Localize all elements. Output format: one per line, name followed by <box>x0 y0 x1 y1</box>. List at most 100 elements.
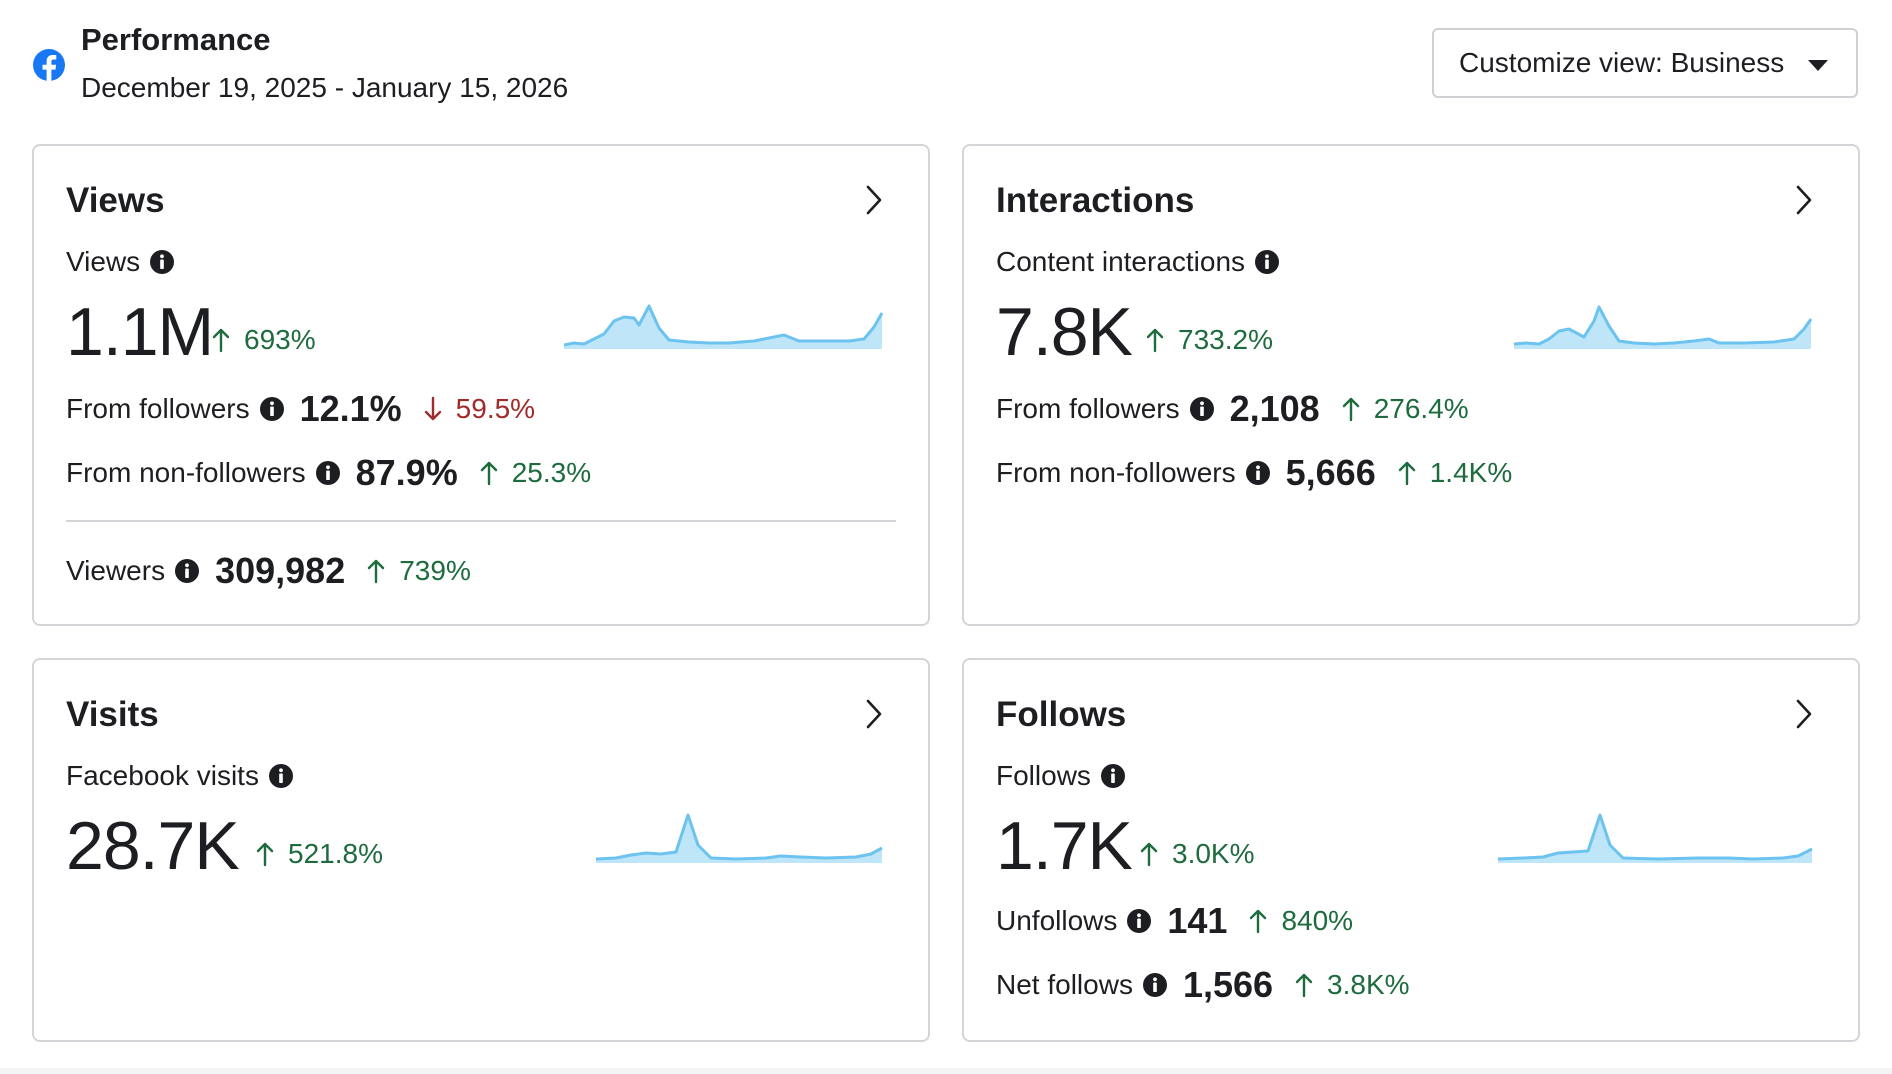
chevron-right-icon[interactable] <box>858 182 888 218</box>
follows-sparkline <box>1498 813 1813 863</box>
arrow-up-icon <box>1295 973 1313 998</box>
views-card: Views Views 1.1M 693% From followers 12.… <box>32 144 930 626</box>
change-text: 3.0K% <box>1172 838 1255 869</box>
row-label-text: Viewers <box>66 555 166 586</box>
row-value: 87.9% <box>355 452 458 493</box>
info-icon[interactable] <box>259 397 284 421</box>
info-icon[interactable] <box>1100 764 1125 788</box>
row-label: Unfollows <box>996 905 1152 937</box>
net-follows-row: Net follows 1,566 3.8K% <box>996 964 1410 1006</box>
arrow-up-icon <box>1250 909 1267 934</box>
row-label: Viewers <box>66 555 200 587</box>
row-change: 739% <box>367 555 471 587</box>
metric-label: Follows <box>996 760 1125 792</box>
arrow-up-icon <box>212 328 230 353</box>
change-text: 1.4K% <box>1429 457 1513 488</box>
info-icon[interactable] <box>1245 461 1270 485</box>
interactions-sparkline <box>1514 305 1813 349</box>
info-icon[interactable] <box>315 461 340 485</box>
chevron-right-icon[interactable] <box>858 696 888 732</box>
from-non-followers-row: From non-followers 87.9% 25.3% <box>66 452 591 494</box>
metric-label-text: Content interactions <box>996 246 1246 277</box>
change-text: 840% <box>1281 905 1354 936</box>
card-title: Views <box>66 181 165 220</box>
row-change: 1.4K% <box>1398 457 1513 489</box>
arrow-down-icon <box>424 396 441 421</box>
arrow-up-icon <box>368 559 385 584</box>
change-text: 276.4% <box>1373 393 1469 424</box>
arrow-up-icon <box>1146 328 1164 353</box>
arrow-up-icon <box>480 461 497 486</box>
row-value: 141 <box>1167 900 1228 941</box>
views-sparkline <box>564 304 884 349</box>
row-value: 2,108 <box>1229 388 1320 429</box>
info-icon[interactable] <box>1255 250 1280 274</box>
change-text: 25.3% <box>511 457 592 488</box>
views-change: 693% <box>212 324 316 356</box>
visits-value: 28.7K <box>66 808 240 884</box>
follows-value: 1.7K <box>996 808 1133 884</box>
visits-card: Visits Facebook visits 28.7K 521.8% <box>32 658 930 1042</box>
change-text: 521.8% <box>288 838 383 869</box>
metric-label: Content interactions <box>996 246 1280 278</box>
row-label-text: From followers <box>996 393 1180 424</box>
divider <box>66 520 896 522</box>
row-label: From non-followers <box>996 457 1270 489</box>
interactions-value: 7.8K <box>996 294 1133 370</box>
interactions-change: 733.2% <box>1146 324 1273 356</box>
row-label-text: Net follows <box>996 969 1133 1000</box>
info-icon[interactable] <box>1142 973 1167 997</box>
info-icon[interactable] <box>1127 909 1152 933</box>
row-label: From followers <box>66 393 284 425</box>
row-label-text: From non-followers <box>996 457 1236 488</box>
page-title: Performance <box>81 22 271 57</box>
facebook-logo-icon <box>33 49 65 82</box>
row-label-text: From followers <box>66 393 250 424</box>
row-label-text: From non-followers <box>66 457 306 488</box>
row-label: From non-followers <box>66 457 340 489</box>
info-icon[interactable] <box>175 559 200 583</box>
row-label-text: Unfollows <box>996 905 1118 936</box>
date-range: December 19, 2025 - January 15, 2026 <box>81 72 569 103</box>
row-value: 12.1% <box>299 388 402 429</box>
from-followers-row: From followers 2,108 276.4% <box>996 388 1469 430</box>
info-icon[interactable] <box>150 250 175 274</box>
card-title: Interactions <box>996 181 1195 220</box>
interactions-card: Interactions Content interactions 7.8K 7… <box>962 144 1860 626</box>
viewers-row: Viewers 309,982 739% <box>66 550 471 592</box>
change-text: 59.5% <box>455 393 536 424</box>
row-label: From followers <box>996 393 1214 425</box>
customize-view-label: Customize view: Business <box>1459 47 1785 78</box>
metric-label: Views <box>66 246 175 278</box>
row-change: 840% <box>1249 905 1353 937</box>
unfollows-row: Unfollows 141 840% <box>996 900 1353 942</box>
arrow-up-icon <box>1140 842 1158 867</box>
views-value: 1.1M <box>66 294 214 370</box>
change-text: 739% <box>399 555 471 586</box>
info-icon[interactable] <box>1189 397 1214 421</box>
row-change: 59.5% <box>424 393 535 425</box>
row-label: Net follows <box>996 969 1167 1001</box>
follows-card: Follows Follows 1.7K 3.0K% Unfollows 141… <box>962 658 1860 1042</box>
chevron-right-icon[interactable] <box>1788 182 1818 218</box>
from-non-followers-row: From non-followers 5,666 1.4K% <box>996 452 1512 494</box>
customize-view-dropdown[interactable]: Customize view: Business <box>1432 28 1858 98</box>
info-icon[interactable] <box>268 764 293 788</box>
arrow-up-icon <box>1398 461 1415 486</box>
change-text: 3.8K% <box>1327 969 1410 1000</box>
card-title: Follows <box>996 695 1127 734</box>
metric-label-text: Facebook visits <box>66 760 259 791</box>
from-followers-row: From followers 12.1% 59.5% <box>66 388 535 430</box>
follows-change: 3.0K% <box>1140 838 1255 870</box>
change-text: 693% <box>244 324 316 355</box>
caret-down-icon <box>1808 60 1828 71</box>
change-text: 733.2% <box>1178 324 1273 355</box>
row-change: 276.4% <box>1342 393 1469 425</box>
row-change: 25.3% <box>480 457 591 489</box>
metric-label: Facebook visits <box>66 760 293 792</box>
chevron-right-icon[interactable] <box>1788 696 1818 732</box>
card-title: Visits <box>66 695 159 734</box>
row-value: 1,566 <box>1182 964 1274 1005</box>
arrow-up-icon <box>256 842 274 867</box>
